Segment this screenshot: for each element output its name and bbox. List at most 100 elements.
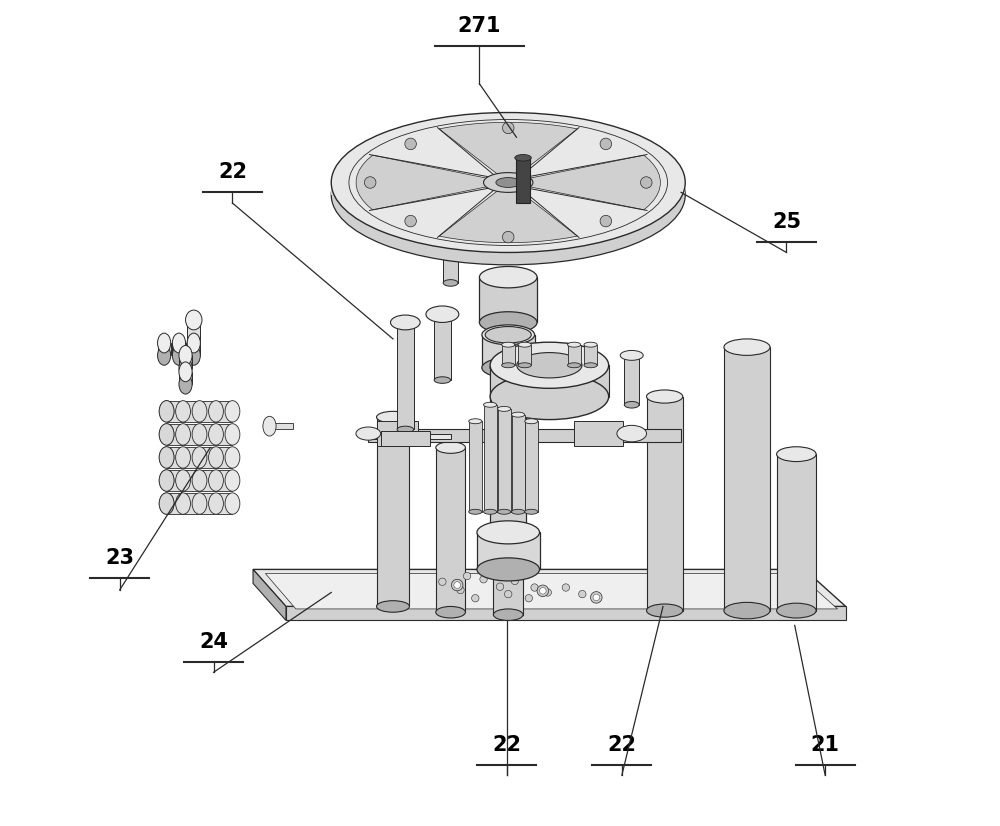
- Ellipse shape: [426, 306, 459, 322]
- Polygon shape: [574, 421, 623, 446]
- Ellipse shape: [436, 442, 465, 453]
- Ellipse shape: [515, 154, 531, 161]
- Ellipse shape: [584, 342, 597, 347]
- Ellipse shape: [176, 470, 190, 491]
- Ellipse shape: [159, 447, 174, 468]
- Ellipse shape: [584, 363, 597, 368]
- Ellipse shape: [518, 363, 531, 368]
- Circle shape: [600, 216, 612, 227]
- Ellipse shape: [159, 401, 174, 422]
- Polygon shape: [490, 368, 526, 533]
- Circle shape: [641, 177, 652, 188]
- Polygon shape: [269, 423, 293, 430]
- Polygon shape: [265, 573, 838, 609]
- Polygon shape: [777, 454, 816, 610]
- Polygon shape: [368, 434, 451, 439]
- Ellipse shape: [493, 345, 523, 357]
- Ellipse shape: [158, 345, 171, 365]
- Circle shape: [593, 594, 600, 601]
- Polygon shape: [377, 417, 409, 606]
- Ellipse shape: [225, 401, 240, 422]
- Polygon shape: [568, 344, 581, 365]
- Ellipse shape: [159, 470, 174, 491]
- Ellipse shape: [502, 363, 515, 368]
- Ellipse shape: [187, 333, 200, 353]
- Polygon shape: [439, 122, 577, 176]
- Ellipse shape: [179, 362, 192, 382]
- Ellipse shape: [484, 402, 497, 407]
- Ellipse shape: [484, 173, 533, 192]
- Polygon shape: [253, 569, 846, 606]
- Ellipse shape: [176, 493, 190, 515]
- Polygon shape: [479, 278, 537, 322]
- Polygon shape: [397, 322, 414, 430]
- Ellipse shape: [490, 526, 526, 539]
- Circle shape: [364, 177, 376, 188]
- Ellipse shape: [209, 401, 223, 422]
- Circle shape: [579, 591, 586, 598]
- Circle shape: [511, 577, 519, 585]
- Ellipse shape: [225, 424, 240, 445]
- Ellipse shape: [617, 425, 647, 442]
- Ellipse shape: [485, 326, 531, 343]
- Ellipse shape: [172, 333, 186, 353]
- Ellipse shape: [377, 411, 409, 423]
- Circle shape: [544, 589, 551, 596]
- Ellipse shape: [179, 358, 192, 377]
- Ellipse shape: [187, 336, 200, 349]
- Polygon shape: [167, 470, 232, 491]
- Ellipse shape: [469, 510, 482, 515]
- Ellipse shape: [439, 237, 462, 247]
- Text: 24: 24: [199, 632, 228, 652]
- Polygon shape: [331, 183, 685, 195]
- Ellipse shape: [159, 447, 174, 468]
- Ellipse shape: [490, 342, 609, 388]
- Polygon shape: [356, 155, 492, 210]
- Polygon shape: [179, 355, 192, 368]
- Ellipse shape: [187, 345, 200, 365]
- Polygon shape: [167, 447, 232, 468]
- Circle shape: [505, 591, 512, 598]
- Ellipse shape: [192, 401, 207, 422]
- Circle shape: [600, 138, 612, 150]
- Polygon shape: [512, 415, 525, 512]
- Text: 21: 21: [811, 734, 840, 755]
- Ellipse shape: [436, 606, 465, 618]
- Ellipse shape: [724, 339, 770, 355]
- Polygon shape: [167, 424, 232, 445]
- Ellipse shape: [777, 603, 816, 618]
- Text: 25: 25: [772, 212, 801, 232]
- Ellipse shape: [225, 493, 240, 515]
- Ellipse shape: [777, 447, 816, 462]
- Ellipse shape: [192, 493, 207, 515]
- Ellipse shape: [724, 602, 770, 619]
- Ellipse shape: [498, 510, 511, 515]
- Polygon shape: [724, 347, 770, 610]
- Ellipse shape: [647, 390, 683, 403]
- Ellipse shape: [176, 447, 190, 468]
- Polygon shape: [436, 448, 465, 612]
- Polygon shape: [368, 430, 681, 442]
- Bar: [516, 158, 530, 203]
- Ellipse shape: [209, 424, 223, 445]
- Ellipse shape: [434, 377, 451, 383]
- Ellipse shape: [479, 311, 537, 333]
- Polygon shape: [502, 344, 515, 365]
- Polygon shape: [439, 188, 577, 243]
- Ellipse shape: [525, 510, 538, 515]
- Polygon shape: [647, 396, 683, 610]
- Polygon shape: [158, 343, 171, 355]
- Circle shape: [405, 138, 416, 150]
- Ellipse shape: [518, 342, 531, 347]
- Circle shape: [439, 578, 446, 586]
- Circle shape: [502, 122, 514, 134]
- Circle shape: [463, 572, 471, 580]
- Polygon shape: [518, 344, 531, 365]
- Ellipse shape: [397, 426, 414, 433]
- Ellipse shape: [568, 363, 581, 368]
- Polygon shape: [584, 344, 597, 365]
- Ellipse shape: [443, 280, 458, 287]
- Ellipse shape: [517, 353, 582, 378]
- Ellipse shape: [159, 424, 174, 445]
- Ellipse shape: [331, 112, 685, 253]
